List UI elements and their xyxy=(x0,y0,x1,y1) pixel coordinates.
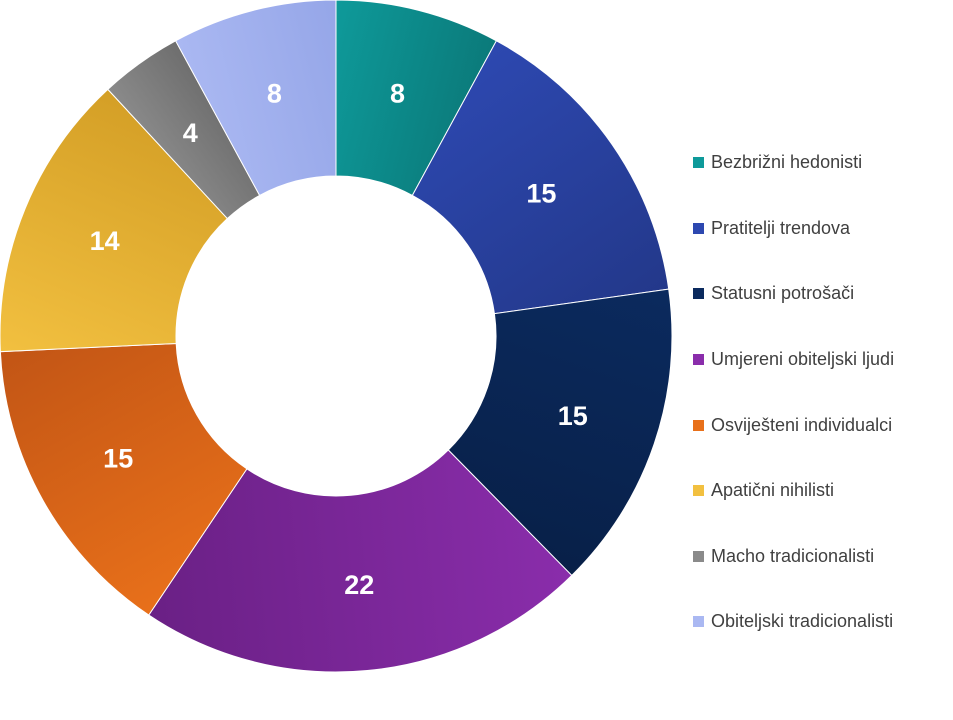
slice-data-label: 15 xyxy=(103,444,133,474)
legend-label: Apatični nihilisti xyxy=(711,480,835,501)
slices-layer xyxy=(0,0,673,673)
legend: Bezbrižni hedonisti Pratitelji trendova … xyxy=(693,130,894,655)
legend-item: Statusni potrošači xyxy=(693,261,894,327)
legend-item: Apatični nihilisti xyxy=(693,458,894,524)
slice-data-label: 22 xyxy=(344,570,374,600)
legend-item: Umjereni obiteljski ljudi xyxy=(693,327,894,393)
donut-slice xyxy=(0,342,248,616)
legend-swatch xyxy=(693,485,704,497)
donut-slice xyxy=(0,88,229,353)
legend-label: Statusni potrošači xyxy=(711,283,855,304)
legend-swatch xyxy=(693,616,704,628)
donut-slice xyxy=(174,0,337,197)
legend-label: Bezbrižni hedonisti xyxy=(711,152,863,173)
data-labels-layer: 8 15 15 22 15 14 4 8 xyxy=(90,79,588,600)
slice-data-label: 14 xyxy=(90,226,120,256)
slice-data-label: 8 xyxy=(267,79,282,109)
donut-slice xyxy=(148,449,573,673)
donut-slice xyxy=(447,288,673,577)
legend-swatch xyxy=(693,550,704,562)
legend-label: Osviješteni individualci xyxy=(711,414,893,435)
legend-item: Obiteljski tradicionalisti xyxy=(693,589,894,655)
legend-swatch xyxy=(693,419,704,431)
legend-label: Umjereni obiteljski ljudi xyxy=(711,349,895,370)
legend-item: Pratitelji trendova xyxy=(693,196,894,262)
donut-slice xyxy=(411,40,670,315)
slice-data-label: 8 xyxy=(390,79,405,109)
legend-label: Macho tradicionalisti xyxy=(711,545,875,566)
legend-item: Osviješteni individualci xyxy=(693,392,894,458)
legend-swatch xyxy=(693,222,704,234)
legend-label: Obiteljski tradicionalisti xyxy=(711,611,894,632)
legend-swatch xyxy=(693,157,704,169)
legend-item: Bezbrižni hedonisti xyxy=(693,130,894,196)
legend-item: Macho tradicionalisti xyxy=(693,524,894,590)
legend-label: Pratitelji trendova xyxy=(711,217,851,238)
slice-data-label: 15 xyxy=(526,178,556,208)
slice-data-label: 15 xyxy=(558,401,588,431)
slice-data-label: 4 xyxy=(183,118,198,148)
legend-swatch xyxy=(693,288,704,300)
legend-swatch xyxy=(693,354,704,366)
